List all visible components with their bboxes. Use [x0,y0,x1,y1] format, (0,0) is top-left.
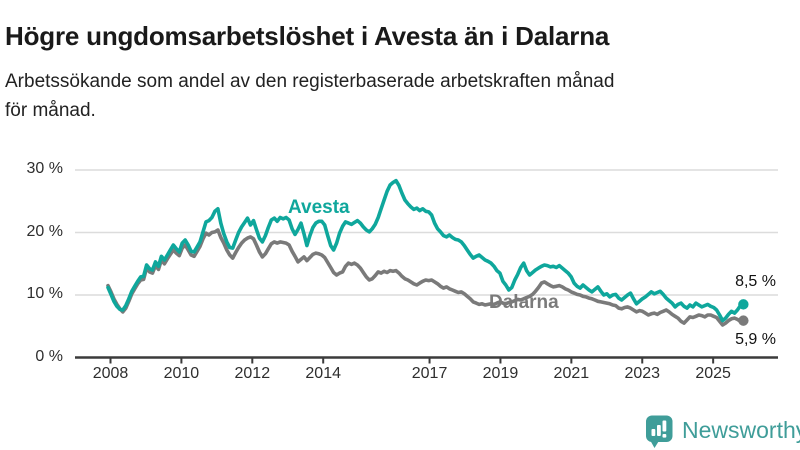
newsworthy-logo-icon [646,415,673,448]
y-tick-label: 30 % [26,160,63,177]
x-tick-label: 2008 [92,365,129,382]
brand-footer: Newsworthy [645,414,800,448]
x-tick-label: 2017 [411,365,448,382]
series-label-dalarna: Dalarna [489,292,559,313]
end-dot-dalarna [738,315,749,326]
x-tick-label: 2023 [624,365,661,382]
chart-subtitle: Arbetssökande som andel av den registerb… [5,67,785,125]
end-value-dalarna: 5,9 % [735,331,776,348]
x-tick-label: 2010 [163,365,200,382]
series-label-avesta: Avesta [288,197,350,218]
series-line-dalarna [106,228,746,327]
x-tick-label: 2012 [234,365,271,382]
series-line-avesta [106,178,746,323]
page-title: Högre ungdomsarbetslöshet i Avesta än i … [5,21,610,52]
end-value-avesta: 8,5 % [735,273,776,290]
y-tick-label: 10 % [26,285,63,302]
chart-subtitle-line1: Arbetssökande som andel av den registerb… [5,71,615,92]
brand-name: Newsworthy [682,417,800,443]
y-tick-label: 20 % [26,222,63,240]
x-tick-label: 2019 [482,365,519,382]
chart-subtitle-line2: för månad. [5,100,96,121]
x-tick-label: 2014 [305,365,341,382]
x-tick-label: 2021 [553,365,590,382]
end-dot-avesta [738,299,749,310]
y-tick-label: 0 % [35,347,63,365]
x-tick-label: 2025 [695,365,731,382]
